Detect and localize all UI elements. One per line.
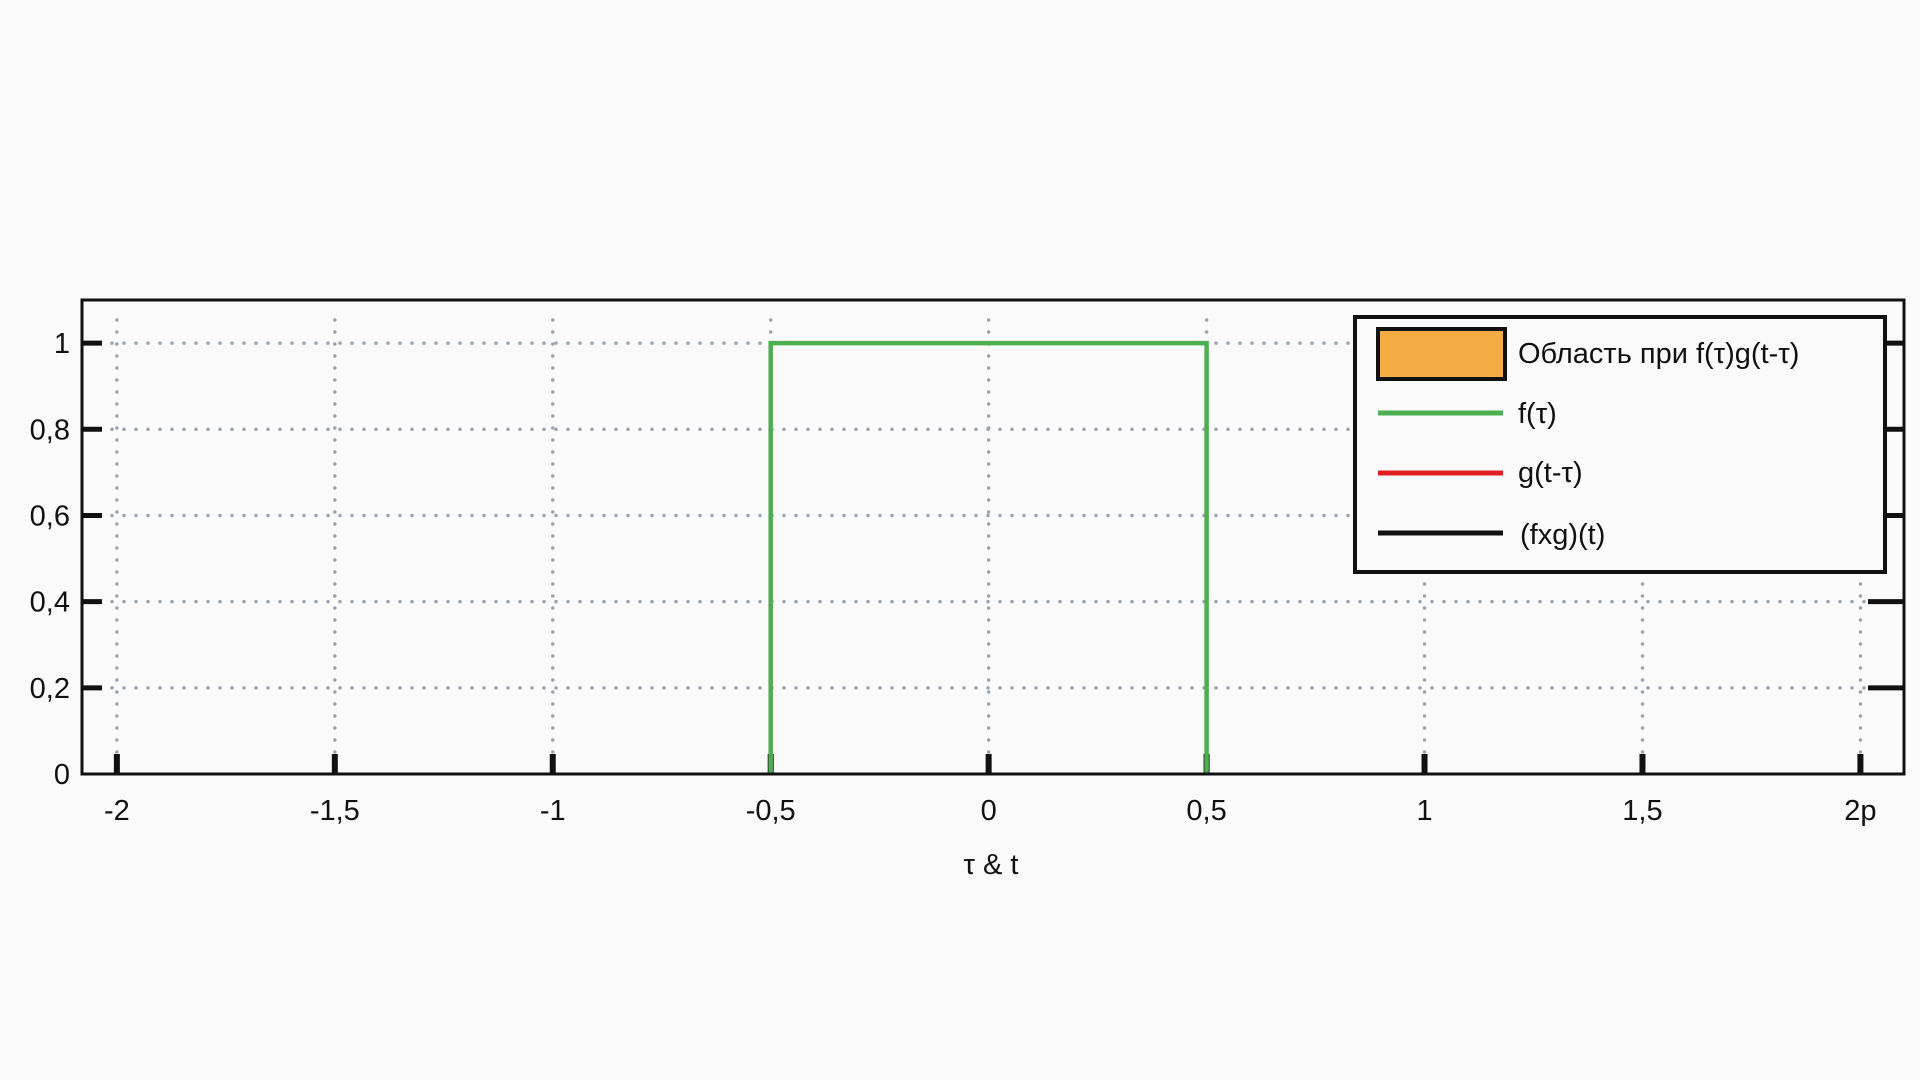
legend-area-label: Область при f(τ)g(t-τ) [1518, 338, 1799, 370]
series-line-f [768, 340, 1209, 774]
legend-area-swatch [1376, 327, 1507, 381]
x-tick-label: -2 [104, 795, 130, 827]
x-tick-label: 2p [1844, 795, 1876, 827]
y-tick-labels: 0 0,2 0,4 0,6 0,8 1 [30, 328, 70, 791]
x-tick-label: 1 [1416, 795, 1432, 827]
x-tick-label: -0,5 [746, 795, 796, 827]
x-tick-label: 1,5 [1622, 795, 1662, 827]
legend-conv-label: (fxg)(t) [1520, 519, 1605, 551]
x-axis-title: τ & t [964, 849, 1019, 881]
series-layer [768, 340, 1209, 774]
y-tick-label: 0,6 [30, 500, 70, 532]
legend: Область при f(τ)g(t-τ) f(τ) g(t-τ) (fxg)… [1353, 315, 1887, 574]
legend-f-label: f(τ) [1518, 398, 1557, 430]
y-tick-label: 1 [54, 328, 70, 360]
y-tick-label: 0,2 [30, 673, 70, 705]
y-tick-label: 0,4 [30, 587, 70, 619]
x-tick-label: -1,5 [310, 795, 360, 827]
x-tick-label: 0 [981, 795, 997, 827]
x-tick-labels: -2 -1,5 -1 -0,5 0 0,5 1 1,5 2p [104, 795, 1877, 827]
x-tick-label: -1 [540, 795, 566, 827]
y-tick-label: 0,8 [30, 414, 70, 446]
legend-g-label: g(t-τ) [1518, 457, 1583, 489]
y-tick-label: 0 [54, 759, 70, 791]
x-tick-label: 0,5 [1186, 795, 1226, 827]
plot-frame [80, 298, 1906, 776]
